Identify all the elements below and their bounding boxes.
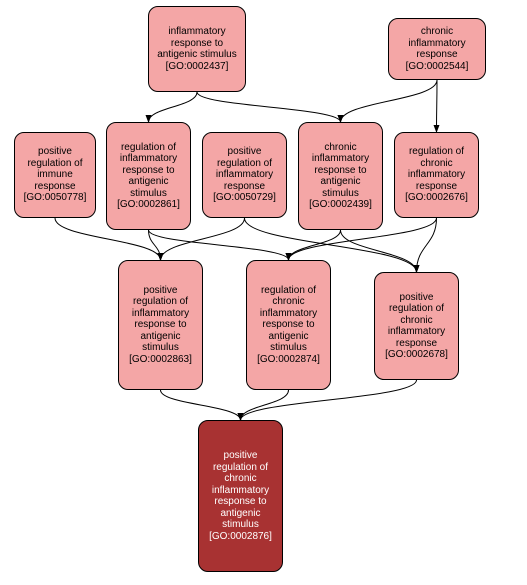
go-term-node[interactable]: regulation of chronic inflammatory respo… xyxy=(246,260,331,390)
edge xyxy=(341,80,438,122)
go-term-node[interactable]: chronic inflammatory response to antigen… xyxy=(298,122,383,230)
edge xyxy=(197,92,341,122)
node-label: positive regulation of inflammatory resp… xyxy=(123,285,198,366)
go-term-node[interactable]: positive regulation of immune response [… xyxy=(14,132,96,218)
go-term-node[interactable]: chronic inflammatory response [GO:000254… xyxy=(388,18,486,80)
node-label: positive regulation of chronic inflammat… xyxy=(379,292,454,361)
edge xyxy=(149,92,198,122)
node-label: positive regulation of immune response [… xyxy=(19,146,91,204)
node-label: regulation of chronic inflammatory respo… xyxy=(251,285,326,366)
node-label: chronic inflammatory response [GO:000254… xyxy=(393,26,481,72)
go-term-node[interactable]: regulation of chronic inflammatory respo… xyxy=(394,132,479,218)
edge xyxy=(417,218,437,272)
edge xyxy=(161,390,241,420)
go-term-node[interactable]: positive regulation of chronic inflammat… xyxy=(374,272,459,380)
go-term-node[interactable]: inflammatory response to antigenic stimu… xyxy=(148,6,246,92)
go-term-node[interactable]: positive regulation of inflammatory resp… xyxy=(202,132,287,218)
edge xyxy=(149,230,289,260)
node-label: positive regulation of chronic inflammat… xyxy=(203,450,278,542)
node-label: regulation of inflammatory response to a… xyxy=(111,142,186,211)
edge xyxy=(437,80,438,132)
node-label: regulation of chronic inflammatory respo… xyxy=(399,146,474,204)
node-label: inflammatory response to antigenic stimu… xyxy=(153,26,241,72)
go-term-node[interactable]: regulation of inflammatory response to a… xyxy=(106,122,191,230)
go-term-node[interactable]: positive regulation of inflammatory resp… xyxy=(118,260,203,390)
edge xyxy=(341,230,417,272)
edge xyxy=(241,390,289,420)
edge xyxy=(149,230,161,260)
go-term-node[interactable]: positive regulation of chronic inflammat… xyxy=(198,420,283,572)
node-label: positive regulation of inflammatory resp… xyxy=(207,146,282,204)
node-label: chronic inflammatory response to antigen… xyxy=(303,142,378,211)
edge xyxy=(289,230,341,260)
